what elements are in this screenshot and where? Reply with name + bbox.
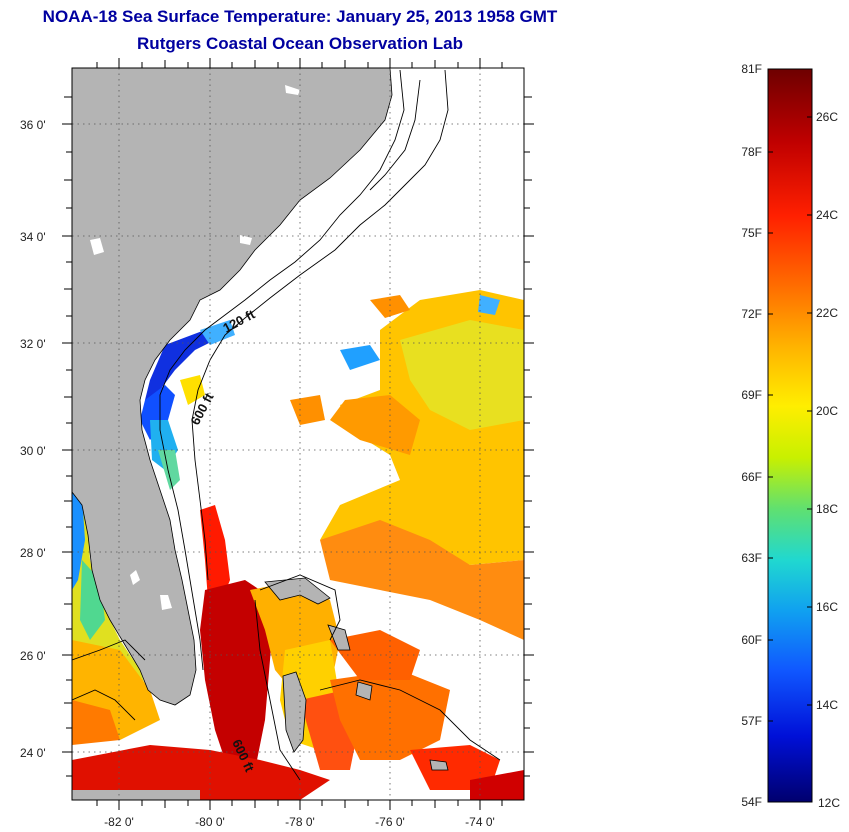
cb-f-label: 69F — [741, 388, 762, 402]
cb-f-label: 66F — [741, 470, 762, 484]
colorbar-celsius-labels: 26C 24C 22C 20C 18C 16C 14C 12C — [816, 110, 840, 810]
graticule — [72, 68, 524, 800]
cb-c-label: 18C — [816, 502, 838, 516]
cb-f-label: 57F — [741, 714, 762, 728]
cb-f-label: 72F — [741, 307, 762, 321]
colorbar-fahrenheit-labels: 81F 78F 75F 72F 69F 66F 63F 60F 57F 54F — [741, 62, 762, 809]
colorbar-ticks — [768, 116, 812, 722]
colorbar — [767, 68, 813, 803]
cb-f-label: 63F — [741, 551, 762, 565]
cb-c-label: 20C — [816, 404, 838, 418]
lat-label: 34 0' — [20, 230, 46, 244]
lat-label: 30 0' — [20, 444, 46, 458]
cb-f-label: 60F — [741, 633, 762, 647]
lon-label: -76 0' — [375, 815, 405, 829]
depth-contours — [72, 69, 501, 781]
cb-c-label: 12C — [818, 796, 840, 810]
lon-label: -74 0' — [465, 815, 495, 829]
latitude-labels: 36 0' 34 0' 32 0' 30 0' 28 0' 26 0' 24 0… — [20, 118, 46, 760]
lat-label: 26 0' — [20, 649, 46, 663]
lon-label: -80 0' — [195, 815, 225, 829]
cb-c-label: 16C — [816, 600, 838, 614]
cb-c-label: 24C — [816, 208, 838, 222]
lon-label: -78 0' — [285, 815, 315, 829]
axis-ticks — [62, 58, 534, 810]
cb-c-label: 26C — [816, 110, 838, 124]
map-subtitle: Rutgers Coastal Ocean Observation Lab — [137, 34, 463, 53]
cb-c-label: 14C — [816, 698, 838, 712]
lon-label: -82 0' — [104, 815, 134, 829]
lat-label: 28 0' — [20, 546, 46, 560]
lat-label: 32 0' — [20, 337, 46, 351]
longitude-labels: -82 0' -80 0' -78 0' -76 0' -74 0' — [104, 815, 495, 829]
lat-label: 24 0' — [20, 746, 46, 760]
cb-f-label: 81F — [741, 62, 762, 76]
land-layer — [72, 68, 449, 800]
cb-f-label: 78F — [741, 145, 762, 159]
cb-f-label: 54F — [741, 795, 762, 809]
cb-f-label: 75F — [741, 226, 762, 240]
map-title: NOAA-18 Sea Surface Temperature: January… — [42, 7, 558, 26]
lat-label: 36 0' — [20, 118, 46, 132]
map-frame — [71, 67, 525, 801]
cb-c-label: 22C — [816, 306, 838, 320]
